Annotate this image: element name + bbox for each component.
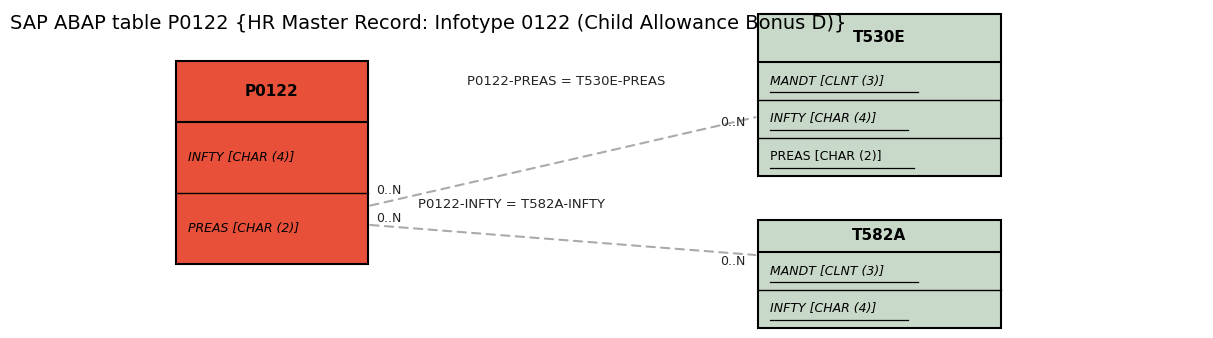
Text: SAP ABAP table P0122 {HR Master Record: Infotype 0122 (Child Allowance Bonus D)}: SAP ABAP table P0122 {HR Master Record: … <box>10 14 847 32</box>
Bar <box>176 122 368 264</box>
Bar <box>758 252 1001 328</box>
Text: MANDT [CLNT (3)]: MANDT [CLNT (3)] <box>770 75 884 88</box>
Text: PREAS [CHAR (2)]: PREAS [CHAR (2)] <box>770 150 882 163</box>
Text: P0122: P0122 <box>245 84 298 99</box>
Text: INFTY [CHAR (4)]: INFTY [CHAR (4)] <box>770 303 877 315</box>
Bar <box>758 220 1001 328</box>
Text: 0..N: 0..N <box>376 212 402 224</box>
Text: P0122-PREAS = T530E-PREAS: P0122-PREAS = T530E-PREAS <box>467 75 666 88</box>
Bar <box>758 14 1001 62</box>
Text: T582A: T582A <box>853 228 906 243</box>
Text: P0122-INFTY = T582A-INFTY: P0122-INFTY = T582A-INFTY <box>418 198 605 211</box>
Bar <box>176 61 368 122</box>
Bar <box>176 61 368 264</box>
Text: MANDT [CLNT (3)]: MANDT [CLNT (3)] <box>770 265 884 277</box>
Bar <box>758 14 1001 176</box>
Text: PREAS [CHAR (2)]: PREAS [CHAR (2)] <box>188 222 300 235</box>
Bar <box>758 62 1001 176</box>
Text: INFTY [CHAR (4)]: INFTY [CHAR (4)] <box>770 113 877 125</box>
Text: 0..N: 0..N <box>721 116 746 129</box>
Text: 0..N: 0..N <box>721 256 746 268</box>
Text: T530E: T530E <box>853 30 906 45</box>
Text: 0..N: 0..N <box>376 185 402 197</box>
Bar <box>758 220 1001 252</box>
Text: INFTY [CHAR (4)]: INFTY [CHAR (4)] <box>188 151 295 164</box>
